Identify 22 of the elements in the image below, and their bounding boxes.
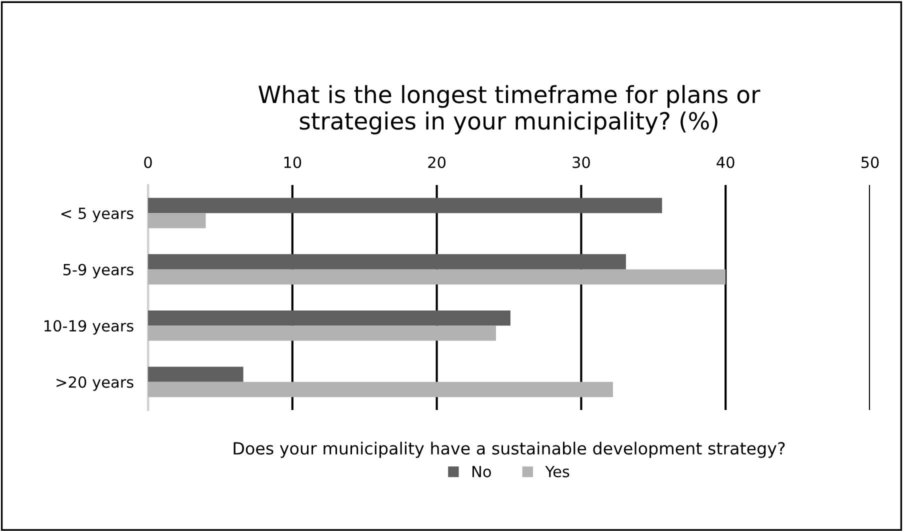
y-tick-label: 10-19 years [44,320,134,335]
chart-title: What is the longest timeframe for plans or strategies in your municipality? (%) [258,85,760,134]
legend-label: Yes [545,466,570,478]
legend-label: No [472,466,491,478]
x-tick-label: 20 [428,156,446,168]
x-tick-label: 10 [284,156,302,168]
bar [148,310,510,326]
bar [148,213,206,228]
y-tick-label: < 5 years [61,208,134,222]
bar [148,366,244,382]
x-tick-label: 40 [716,156,734,168]
legend-title: Does your municipality have a sustainable development strategy? [234,442,785,458]
bar [148,382,613,398]
y-tick-label: 5-9 years [63,264,134,278]
bar [148,269,726,285]
bar [148,326,496,341]
x-tick-label: 50 [861,156,879,168]
bar [148,254,626,270]
x-tick-label: 30 [572,156,590,168]
x-tick-label: 0 [144,156,152,168]
bar [148,198,662,214]
y-tick-label: >20 years [56,376,134,391]
